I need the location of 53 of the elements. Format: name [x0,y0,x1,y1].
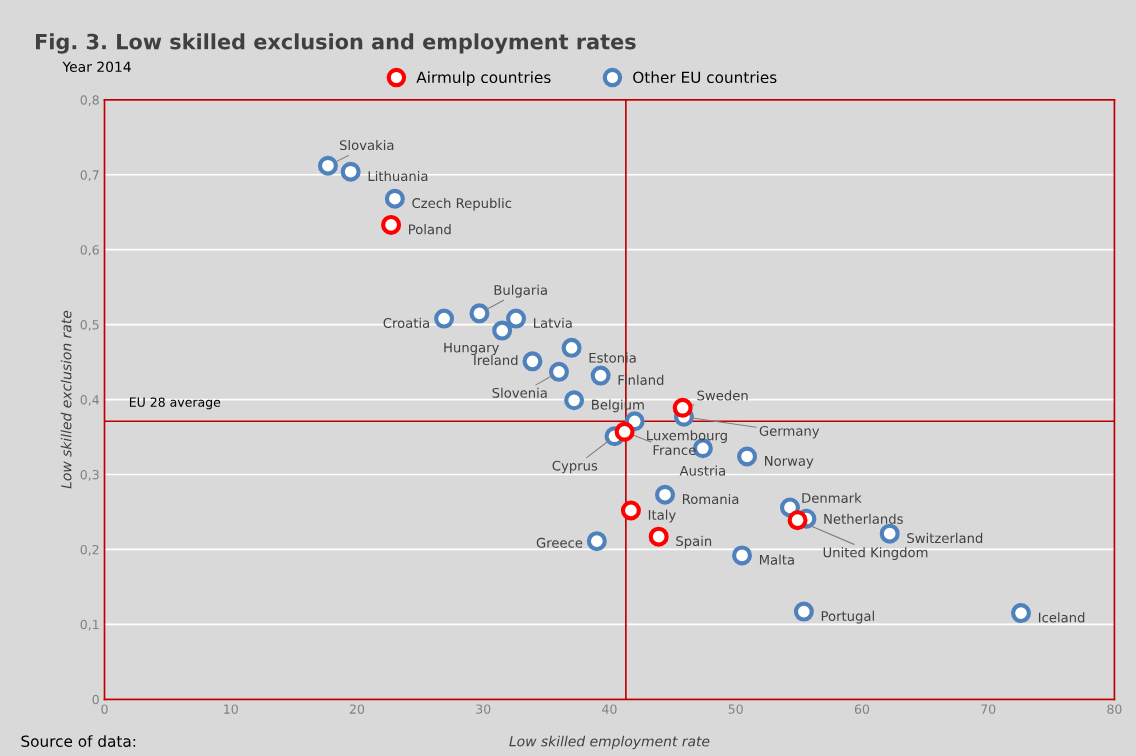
source-note: Source of data: [21,735,136,747]
annotation: Latvia [534,317,572,328]
y-tick-label: 0,2 [80,544,99,556]
y-tick-label: 0,5 [80,320,99,331]
annotation: Lithuania [368,170,428,182]
x-tick-label: 60 [854,704,870,714]
y-tick-label: 0,3 [80,469,99,481]
x-tick-label: 10 [224,704,238,714]
x-tick-label: 40 [602,704,617,714]
annotation: Norway [765,456,814,469]
annotation: Portugal [821,610,874,624]
y-tick-label: 0,1 [80,619,99,631]
y-tick-label: 0,7 [80,170,99,181]
annotation: Switzerland [907,532,983,544]
y-tick-label: 0 [92,694,99,705]
x-tick-label: 0 [101,704,108,714]
annotation: Germany [759,425,820,439]
annotation: Austria [679,465,725,476]
chart-subtitle: Year 2014 [62,61,131,73]
annotation: Cyprus [552,460,598,474]
annotation: Spain [676,535,712,549]
ref-line-label: EU 28 average [129,397,221,410]
chart-title: Fig. 3. Low skilled exclusion and employment rates [35,33,636,54]
annotation: Malta [759,554,794,565]
legend-label: Airmulp countries [416,71,551,87]
annotation: Slovenia [492,387,547,398]
annotation: Netherlands [824,513,903,524]
y-axis-title: Low skilled exclusion rate [60,310,72,489]
annotation: Ireland [474,354,518,366]
annotation: Italy [648,509,676,523]
annotation: Sweden [697,390,748,401]
annotation: Denmark [802,492,862,503]
x-tick-label: 20 [349,704,365,714]
annotation: Croatia [383,317,430,328]
y-tick-label: 0,6 [80,245,99,256]
x-tick-label: 80 [1107,704,1122,714]
y-tick-label: 0,8 [80,95,99,106]
annotation: Iceland [1038,612,1085,623]
annotation: United Kingdom [823,547,928,560]
x-tick-label: 50 [728,704,743,714]
x-axis-title: Low skilled employment rate [509,735,710,750]
annotation: Romania [682,493,739,505]
annotation: Poland [409,224,451,235]
annotation: Luxembourg [647,430,727,443]
annotation: Czech Republic [412,197,512,211]
y-tick-label: 0,4 [80,395,99,406]
x-tick-label: 30 [476,704,491,714]
annotation: Greece [536,537,583,548]
x-tick-label: 70 [981,704,996,714]
annotation: Bulgaria [494,284,547,298]
legend-label: Other EU countries [633,71,777,84]
annotation: Hungary [444,342,499,356]
annotation: Slovakia [339,139,394,151]
